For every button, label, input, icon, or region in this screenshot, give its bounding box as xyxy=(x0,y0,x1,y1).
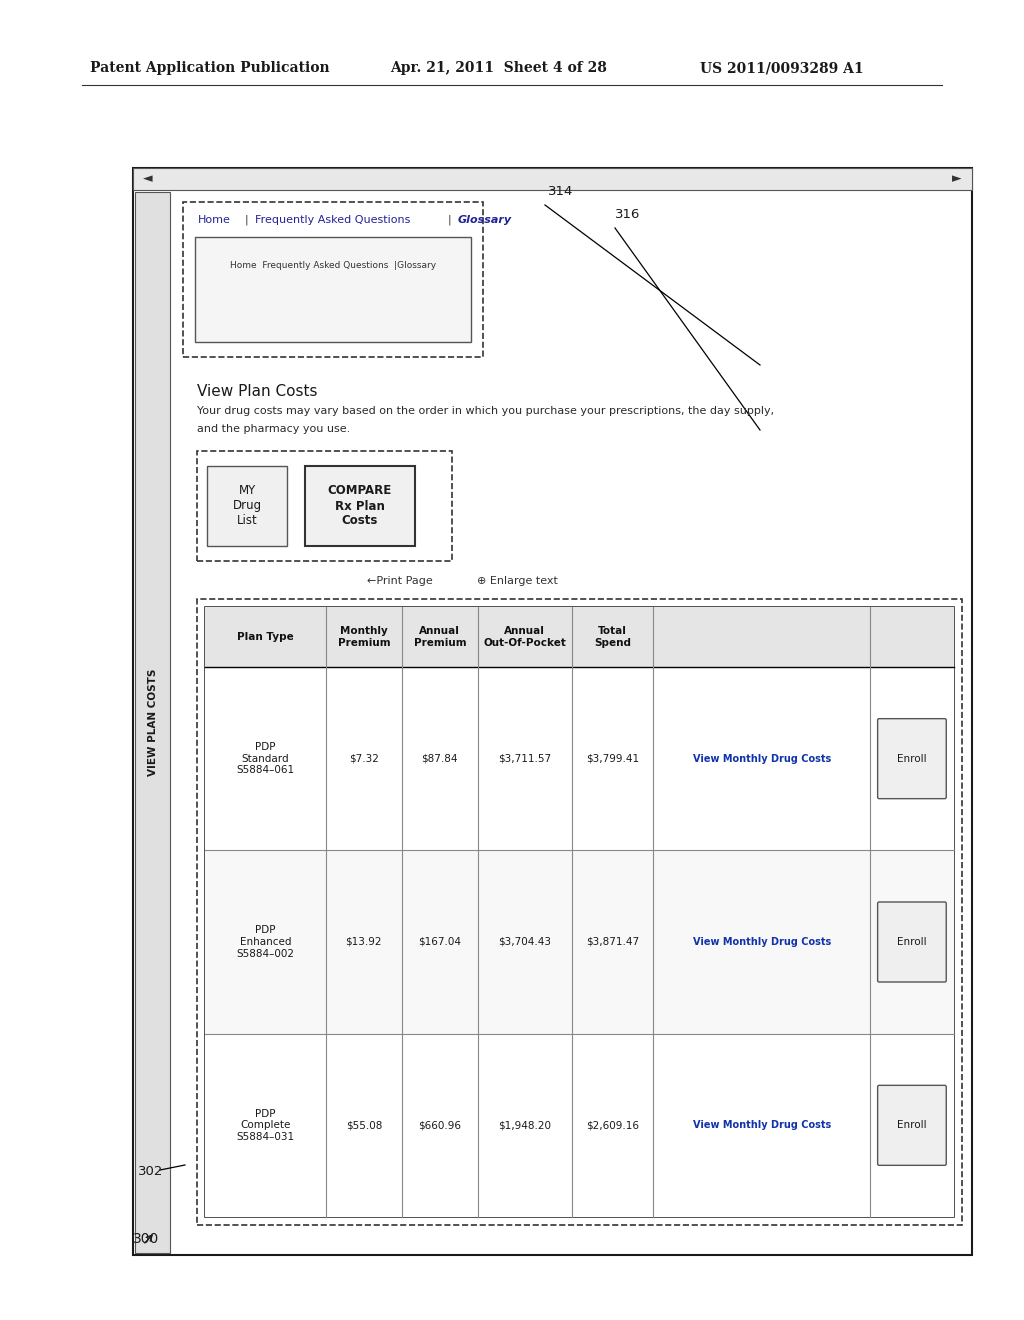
Text: 304: 304 xyxy=(275,1166,300,1177)
Text: Annual
Premium: Annual Premium xyxy=(414,626,466,648)
Bar xyxy=(305,466,415,546)
Text: US 2011/0093289 A1: US 2011/0093289 A1 xyxy=(700,61,863,75)
Text: 300: 300 xyxy=(133,1232,160,1246)
Text: Patent Application Publication: Patent Application Publication xyxy=(90,61,330,75)
Text: FIG–3: FIG–3 xyxy=(800,1109,884,1137)
Bar xyxy=(133,168,972,1255)
Bar xyxy=(197,599,962,1225)
Bar xyxy=(205,1034,954,1217)
Text: View Monthly Drug Costs: View Monthly Drug Costs xyxy=(692,937,830,946)
Bar xyxy=(183,202,483,356)
Text: $660.96: $660.96 xyxy=(419,1121,462,1130)
Text: and the pharmacy you use.: and the pharmacy you use. xyxy=(197,424,350,434)
Text: $3,799.41: $3,799.41 xyxy=(586,754,639,764)
Text: $1,948.20: $1,948.20 xyxy=(499,1121,551,1130)
FancyBboxPatch shape xyxy=(878,902,946,982)
Text: ⊕ Enlarge text: ⊕ Enlarge text xyxy=(477,576,558,586)
Text: Plan Type: Plan Type xyxy=(238,632,294,642)
FancyBboxPatch shape xyxy=(878,718,946,799)
Text: 302: 302 xyxy=(138,1166,164,1177)
Text: $7.32: $7.32 xyxy=(349,754,379,764)
Text: 312: 312 xyxy=(515,1166,541,1177)
Text: $3,711.57: $3,711.57 xyxy=(499,754,551,764)
Text: PDP
Standard
S5884–061: PDP Standard S5884–061 xyxy=(237,742,295,775)
Text: Frequently Asked Questions: Frequently Asked Questions xyxy=(255,215,411,224)
Text: $3,871.47: $3,871.47 xyxy=(586,937,639,946)
Bar xyxy=(205,850,954,1034)
Text: $55.08: $55.08 xyxy=(346,1121,382,1130)
Text: $3,704.43: $3,704.43 xyxy=(499,937,551,946)
Text: Apr. 21, 2011  Sheet 4 of 28: Apr. 21, 2011 Sheet 4 of 28 xyxy=(390,61,607,75)
Bar xyxy=(205,667,954,850)
Text: Enroll: Enroll xyxy=(897,1121,927,1130)
Text: 316: 316 xyxy=(615,209,640,220)
Text: Your drug costs may vary based on the order in which you purchase your prescript: Your drug costs may vary based on the or… xyxy=(197,407,774,416)
Text: ←Print Page: ←Print Page xyxy=(367,576,433,586)
Bar xyxy=(133,168,972,190)
Text: $87.84: $87.84 xyxy=(422,754,458,764)
Text: $2,609.16: $2,609.16 xyxy=(586,1121,639,1130)
FancyBboxPatch shape xyxy=(878,1085,946,1166)
Text: $167.04: $167.04 xyxy=(419,937,462,946)
Text: |: | xyxy=(245,215,249,226)
Text: Enroll: Enroll xyxy=(897,754,927,764)
Text: |: | xyxy=(449,215,452,226)
Text: $13.92: $13.92 xyxy=(346,937,382,946)
Text: Home: Home xyxy=(198,215,230,224)
Text: ◄: ◄ xyxy=(143,173,153,186)
Text: Enroll: Enroll xyxy=(897,937,927,946)
Text: ►: ► xyxy=(952,173,962,186)
Text: Monthly
Premium: Monthly Premium xyxy=(338,626,390,648)
Text: Glossary: Glossary xyxy=(458,215,512,224)
Text: Annual
Out-Of-Pocket: Annual Out-Of-Pocket xyxy=(483,626,566,648)
Text: PDP
Enhanced
S5884–002: PDP Enhanced S5884–002 xyxy=(237,925,295,958)
Text: VIEW PLAN COSTS: VIEW PLAN COSTS xyxy=(147,669,158,776)
Text: Home  Frequently Asked Questions  |Glossary: Home Frequently Asked Questions |Glossar… xyxy=(230,260,436,269)
Text: 310: 310 xyxy=(430,1166,456,1177)
Bar xyxy=(205,607,954,1217)
Text: 314: 314 xyxy=(548,185,573,198)
Text: MY
Drug
List: MY Drug List xyxy=(232,484,261,528)
Text: Total
Spend: Total Spend xyxy=(594,626,631,648)
Bar xyxy=(197,451,452,561)
Bar xyxy=(135,191,170,1253)
Text: PDP
Complete
S5884–031: PDP Complete S5884–031 xyxy=(237,1109,295,1142)
Text: View Monthly Drug Costs: View Monthly Drug Costs xyxy=(692,754,830,764)
Bar xyxy=(195,238,471,342)
Text: View Plan Costs: View Plan Costs xyxy=(197,384,317,399)
Bar xyxy=(207,466,287,546)
Text: COMPARE
Rx Plan
Costs: COMPARE Rx Plan Costs xyxy=(328,484,392,528)
Bar xyxy=(205,607,954,667)
Text: View Monthly Drug Costs: View Monthly Drug Costs xyxy=(692,1121,830,1130)
